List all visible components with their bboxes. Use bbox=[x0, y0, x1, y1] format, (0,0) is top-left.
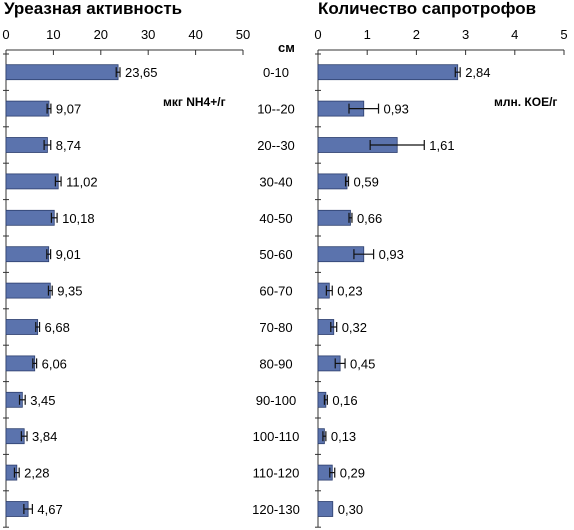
right-x-tick-label: 0 bbox=[314, 27, 321, 42]
depth-category-labels: 0-10 10--20 20--30 30-40 40-50 50-60 60-70 70-8… bbox=[252, 65, 300, 517]
depth-category-label: 60-70 bbox=[259, 284, 292, 299]
left-value-label: 8,74 bbox=[56, 138, 81, 153]
right-value-label: 0,32 bbox=[342, 320, 367, 335]
right-x-tick-label: 1 bbox=[364, 27, 371, 42]
right-x-tick-label: 4 bbox=[511, 27, 518, 42]
depth-category-label: 100-110 bbox=[253, 429, 300, 444]
right-value-label: 0,13 bbox=[331, 429, 356, 444]
left-bar bbox=[5, 355, 36, 372]
left-x-tick-label: 20 bbox=[94, 27, 108, 42]
depth-category-label: 30-40 bbox=[259, 174, 292, 189]
right-value-label: 0,30 bbox=[338, 502, 363, 517]
left-value-label: 9,35 bbox=[57, 284, 82, 299]
left-bar bbox=[5, 282, 51, 299]
left-value-label: 6,68 bbox=[45, 320, 70, 335]
left-x-tick-label: 50 bbox=[236, 27, 250, 42]
left-value-label: 23,65 bbox=[125, 65, 158, 80]
right-value-label: 1,61 bbox=[429, 138, 454, 153]
left-bar bbox=[5, 100, 50, 117]
left-bar bbox=[5, 246, 50, 263]
right-x-tick-label: 5 bbox=[560, 27, 567, 42]
right-value-label: 0,23 bbox=[337, 284, 362, 299]
left-value-label: 11,02 bbox=[66, 174, 98, 189]
left-x-tick-label: 10 bbox=[46, 27, 60, 42]
left-value-label: 9,07 bbox=[56, 102, 81, 117]
right-chart: 0 1 2 3 4 5 2,84 0,93 1,61 0,59 0,66 0,93 0,23 0,32 0,… bbox=[314, 27, 568, 528]
right-value-label: 0,66 bbox=[357, 211, 382, 226]
left-value-label: 3,45 bbox=[30, 393, 55, 408]
right-unit-label: млн. КОЕ/г bbox=[494, 95, 557, 109]
right-value-label: 0,16 bbox=[332, 393, 357, 408]
right-bar bbox=[317, 209, 351, 226]
left-chart-title: Уреазная активность bbox=[4, 0, 182, 18]
left-unit-label: мкг NH4+/г bbox=[163, 95, 226, 109]
left-bar bbox=[5, 209, 55, 226]
depth-category-label: 120-130 bbox=[252, 502, 300, 517]
depth-category-label: 50-60 bbox=[259, 247, 292, 262]
right-bar bbox=[317, 64, 459, 81]
depth-category-label: 90-100 bbox=[256, 393, 296, 408]
right-value-label: 0,93 bbox=[379, 247, 404, 262]
right-bar bbox=[317, 501, 334, 517]
depth-category-label: 110-120 bbox=[253, 466, 300, 481]
left-bar bbox=[5, 64, 119, 81]
depth-category-label: 0-10 bbox=[263, 65, 289, 80]
left-value-label: 6,06 bbox=[42, 356, 67, 371]
depth-category-label: 40-50 bbox=[259, 211, 292, 226]
right-value-label: 0,29 bbox=[340, 466, 365, 481]
left-value-label: 4,67 bbox=[37, 502, 62, 517]
left-bar bbox=[5, 319, 39, 335]
right-value-label: 0,93 bbox=[384, 102, 409, 117]
depth-category-label: 80-90 bbox=[259, 356, 292, 371]
right-chart-title: Количество сапротрофов bbox=[318, 0, 536, 18]
left-x-tick-label: 40 bbox=[188, 27, 202, 42]
right-value-label: 0,59 bbox=[354, 174, 379, 189]
left-value-label: 2,28 bbox=[24, 466, 49, 481]
right-value-label: 2,84 bbox=[465, 65, 490, 80]
right-bar bbox=[317, 173, 348, 190]
left-value-label: 10,18 bbox=[62, 211, 95, 226]
right-x-tick-label: 3 bbox=[462, 27, 469, 42]
left-bar bbox=[5, 137, 48, 153]
depth-axis-label: см bbox=[278, 40, 295, 55]
left-x-tick-label: 30 bbox=[141, 27, 155, 42]
left-value-label: 9,01 bbox=[56, 247, 81, 262]
depth-category-label: 10--20 bbox=[257, 102, 295, 117]
right-value-label: 0,45 bbox=[350, 356, 375, 371]
left-bar bbox=[5, 173, 59, 190]
left-chart: 0 10 20 30 40 50 23,65 9,07 8,74 11,02 10,18 9,01 9,… bbox=[2, 27, 250, 528]
left-x-tick-label: 0 bbox=[2, 27, 9, 42]
depth-category-label: 20--30 bbox=[257, 138, 295, 153]
left-value-label: 3,84 bbox=[32, 429, 57, 444]
right-x-tick-label: 2 bbox=[413, 27, 420, 42]
depth-category-label: 70-80 bbox=[259, 320, 292, 335]
